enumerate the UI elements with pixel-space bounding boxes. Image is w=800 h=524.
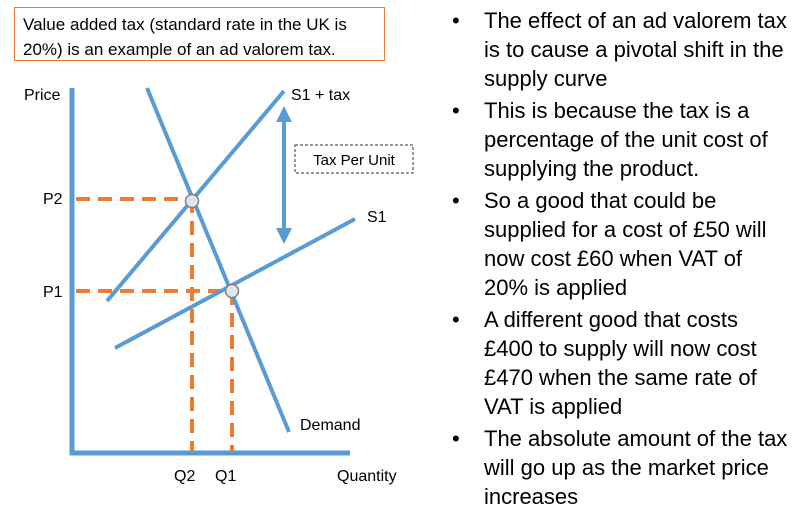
bullet-item: • So a good that could be supplied for a … <box>452 186 792 302</box>
bullet-dot-icon: • <box>452 426 460 451</box>
bullet-text: So a good that could be supplied for a c… <box>484 188 767 300</box>
q1-label: Q1 <box>215 468 236 485</box>
bullet-list: • The effect of an ad valorem tax is to c… <box>452 6 792 514</box>
bullet-item: • A different good that costs £400 to sup… <box>452 305 792 421</box>
bullet-dot-icon: • <box>452 98 460 123</box>
demand-label: Demand <box>300 417 360 434</box>
y-axis-label: Price <box>24 87 61 104</box>
bullet-dot-icon: • <box>452 188 460 213</box>
bullet-text: The absolute amount of the tax will go u… <box>484 426 788 509</box>
bullet-text: The effect of an ad valorem tax is to ca… <box>484 8 787 91</box>
note-text: Value added tax (standard rate in the UK… <box>23 15 347 59</box>
bullet-item: • The effect of an ad valorem tax is to c… <box>452 6 792 93</box>
p2-label: P2 <box>43 191 63 208</box>
bullet-text: A different good that costs £400 to supp… <box>484 307 757 419</box>
supply-curve <box>114 217 356 350</box>
tax-label: Tax Per Unit <box>313 152 396 169</box>
bullet-dot-icon: • <box>452 307 460 332</box>
equilibrium-point-taxed <box>184 193 200 209</box>
bullet-text: This is because the tax is a percentage … <box>484 98 768 181</box>
tax-label-box <box>294 144 414 174</box>
supply-with-tax-label: S1 + tax <box>291 87 350 104</box>
equilibrium-point-original <box>224 283 240 299</box>
demand-curve <box>145 87 291 433</box>
bullet-dot-icon: • <box>452 8 460 33</box>
bullet-item: • The absolute amount of the tax will go … <box>452 424 792 511</box>
tax-diagram: Tax Per Unit Price Quantity S1 + tax S1 … <box>24 87 414 485</box>
bullet-item: • This is because the tax is a percentage… <box>452 96 792 183</box>
x-axis-label: Quantity <box>337 468 397 485</box>
p1-label: P1 <box>43 284 63 301</box>
q2-label: Q2 <box>174 468 195 485</box>
supply-label: S1 <box>367 209 387 226</box>
note-box: Value added tax (standard rate in the UK… <box>14 7 385 61</box>
